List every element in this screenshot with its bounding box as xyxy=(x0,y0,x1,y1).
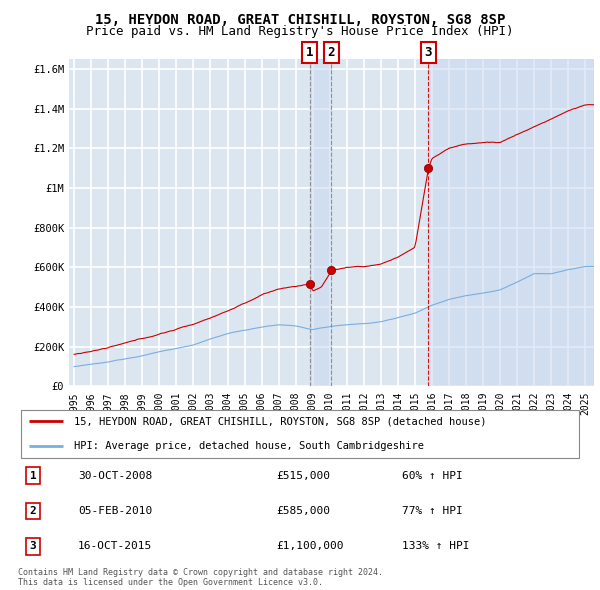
Text: 15, HEYDON ROAD, GREAT CHISHILL, ROYSTON, SG8 8SP (detached house): 15, HEYDON ROAD, GREAT CHISHILL, ROYSTON… xyxy=(74,417,487,427)
Text: £515,000: £515,000 xyxy=(276,471,330,480)
Text: 1: 1 xyxy=(306,46,314,59)
Text: 77% ↑ HPI: 77% ↑ HPI xyxy=(402,506,463,516)
Text: 16-OCT-2015: 16-OCT-2015 xyxy=(78,542,152,551)
Text: £1,100,000: £1,100,000 xyxy=(276,542,343,551)
Text: 2: 2 xyxy=(328,46,335,59)
Text: 2: 2 xyxy=(29,506,37,516)
Text: 1: 1 xyxy=(29,471,37,480)
Text: 3: 3 xyxy=(425,46,432,59)
Text: 30-OCT-2008: 30-OCT-2008 xyxy=(78,471,152,480)
Bar xyxy=(428,59,594,386)
Text: 15, HEYDON ROAD, GREAT CHISHILL, ROYSTON, SG8 8SP: 15, HEYDON ROAD, GREAT CHISHILL, ROYSTON… xyxy=(95,13,505,27)
Bar xyxy=(310,59,331,386)
Text: 05-FEB-2010: 05-FEB-2010 xyxy=(78,506,152,516)
Text: 60% ↑ HPI: 60% ↑ HPI xyxy=(402,471,463,480)
Text: HPI: Average price, detached house, South Cambridgeshire: HPI: Average price, detached house, Sout… xyxy=(74,441,424,451)
FancyBboxPatch shape xyxy=(21,409,579,458)
Text: Price paid vs. HM Land Registry's House Price Index (HPI): Price paid vs. HM Land Registry's House … xyxy=(86,25,514,38)
Text: Contains HM Land Registry data © Crown copyright and database right 2024.
This d: Contains HM Land Registry data © Crown c… xyxy=(18,568,383,587)
Text: 3: 3 xyxy=(29,542,37,551)
Text: £585,000: £585,000 xyxy=(276,506,330,516)
Text: 133% ↑ HPI: 133% ↑ HPI xyxy=(402,542,470,551)
